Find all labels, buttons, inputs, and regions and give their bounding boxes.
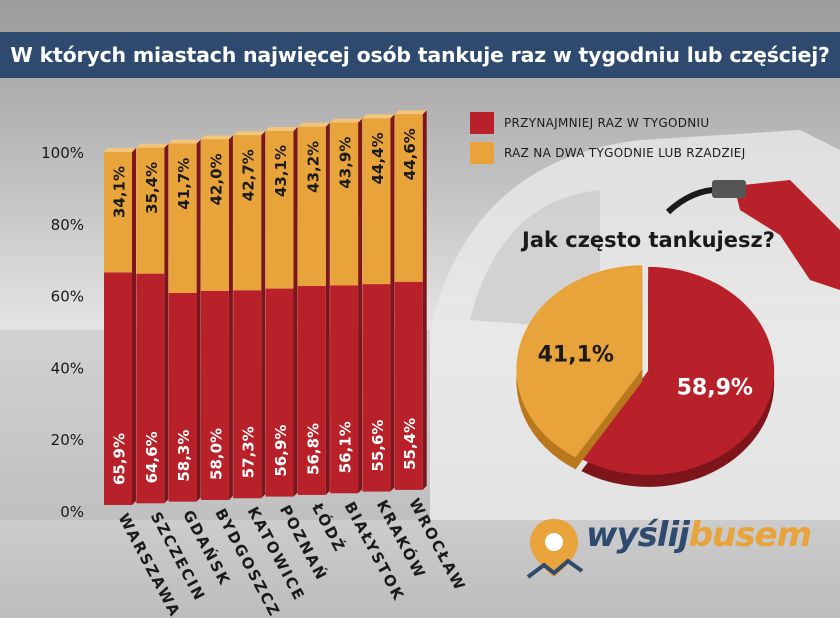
legend: PRZYNAJMNIEJ RAZ W TYGODNIU RAZ NA DWA T… (470, 108, 746, 168)
legend-item-weekly: PRZYNAJMNIEJ RAZ W TYGODNIU (470, 108, 746, 138)
legend-item-biweekly: RAZ NA DWA TYGODNIE LUB RZADZIEJ (470, 138, 746, 168)
bar-side (390, 114, 394, 491)
bar-side (132, 148, 136, 505)
stacked-bars: 65,9% 34,1% 64,6% 35,4% 58,3% 41,7% 58,0% 42,0%… (104, 110, 427, 505)
y-tick-label: 80% (51, 216, 84, 234)
logo: wyślijbusem (524, 515, 824, 585)
bar-side (294, 127, 298, 497)
bar-label-biweekly: 34,1% (111, 166, 129, 218)
pie-slice-label: 58,9% (677, 376, 753, 401)
bar-label-weekly: 55,4% (401, 418, 419, 470)
bar-top (201, 135, 233, 139)
bar-label-weekly: 56,9% (272, 425, 290, 477)
bar-top (362, 114, 394, 118)
bar-label-biweekly: 43,1% (272, 145, 290, 197)
y-tick-label: 40% (51, 359, 84, 377)
y-tick-label: 100% (41, 144, 84, 162)
bar-top (298, 123, 330, 127)
bar-side (197, 140, 201, 502)
bar-top (266, 127, 298, 131)
bar-label-weekly: 56,1% (337, 421, 355, 473)
bar-side (164, 144, 168, 504)
bar-side (423, 110, 427, 490)
bar-label-biweekly: 41,7% (175, 158, 193, 210)
bar-label-biweekly: 43,2% (304, 141, 322, 193)
bar-label-weekly: 58,0% (207, 428, 225, 480)
bar-side (326, 123, 330, 495)
legend-label: PRZYNAJMNIEJ RAZ W TYGODNIU (504, 116, 709, 130)
bar-label-weekly: 64,6% (143, 431, 161, 483)
bar-label-weekly: 57,3% (240, 426, 258, 478)
pie-title: Jak często tankujesz? (522, 228, 775, 252)
bar-top (104, 148, 136, 152)
bar-top (136, 144, 168, 148)
x-axis-labels: WARSZAWASZCZECINGDAŃSKBYDGOSZCZKATOWICEP… (114, 495, 469, 618)
bar-top (169, 140, 201, 144)
bar-label-biweekly: 43,9% (337, 137, 355, 189)
bar-side (358, 119, 362, 494)
bar-label-biweekly: 44,6% (401, 128, 419, 180)
logo-text: wyślijbusem (586, 515, 811, 555)
y-tick-label: 0% (60, 503, 84, 521)
bar-top (233, 131, 265, 135)
pie-slice-label: 41,1% (538, 342, 614, 367)
legend-swatch-red (470, 112, 494, 134)
bar-top (395, 110, 427, 114)
logo-text-part2: busem (689, 515, 811, 555)
y-tick-label: 20% (51, 431, 84, 449)
y-axis: 0% 20% 40% 60% 80% 100% (41, 144, 84, 521)
legend-swatch-orange (470, 142, 494, 164)
y-tick-label: 60% (51, 288, 84, 306)
legend-label: RAZ NA DWA TYGODNIE LUB RZADZIEJ (504, 146, 746, 160)
bar-label-weekly: 58,3% (175, 430, 193, 482)
bar-label-weekly: 65,9% (111, 433, 129, 485)
bar-label-weekly: 56,8% (304, 423, 322, 475)
logo-text-part1: wyślij (586, 515, 689, 555)
bar-label-biweekly: 42,0% (207, 153, 225, 205)
bar-label-biweekly: 35,4% (143, 162, 161, 214)
bar-label-biweekly: 42,7% (240, 149, 258, 201)
bar-label-biweekly: 44,4% (369, 132, 387, 184)
bar-label-weekly: 55,6% (369, 420, 387, 472)
pie-chart: 58,9% 41,1% (516, 265, 774, 487)
bar-side (229, 135, 233, 500)
location-pin-icon (524, 515, 584, 585)
bar-side (261, 131, 265, 498)
bar-top (330, 119, 362, 123)
